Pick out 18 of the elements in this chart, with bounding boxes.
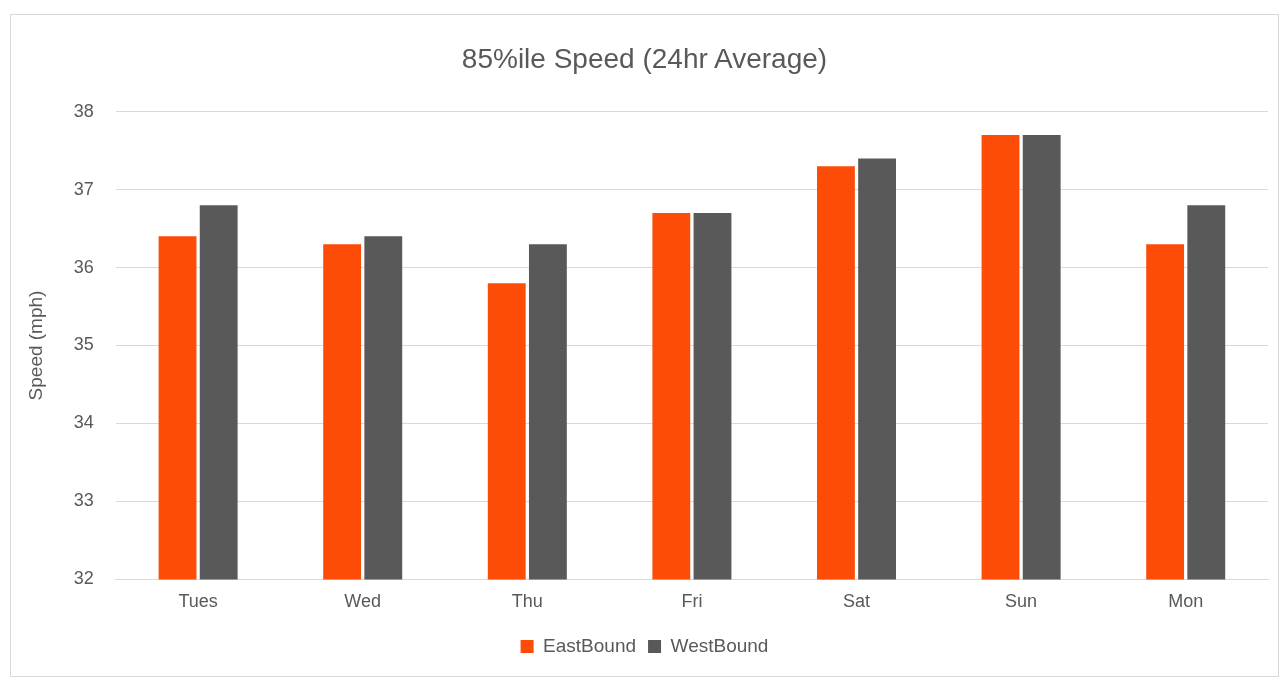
y-tick-label: 38 bbox=[73, 100, 94, 121]
y-tick-label: 33 bbox=[73, 490, 94, 511]
x-tick-label: Tues bbox=[178, 591, 218, 612]
chart-title: 85%ile Speed (24hr Average) bbox=[461, 42, 828, 74]
x-tick-label: Sat bbox=[842, 591, 871, 612]
x-tick-label: Mon bbox=[1168, 591, 1204, 612]
y-tick-label: 37 bbox=[73, 178, 94, 199]
y-axis-title: Speed (mph) bbox=[24, 290, 46, 401]
x-tick-label: Wed bbox=[344, 591, 382, 612]
x-tick-label: Thu bbox=[511, 591, 543, 612]
y-tick-label: 35 bbox=[73, 334, 94, 355]
x-tick-label: Fri bbox=[681, 591, 703, 612]
y-tick-label: 36 bbox=[73, 256, 94, 277]
x-tick-label: Sun bbox=[1005, 591, 1038, 612]
legend-label: WestBound bbox=[670, 634, 769, 656]
y-tick-label: 32 bbox=[73, 568, 94, 589]
y-tick-label: 34 bbox=[73, 412, 94, 433]
legend-label: EastBound bbox=[543, 634, 637, 656]
